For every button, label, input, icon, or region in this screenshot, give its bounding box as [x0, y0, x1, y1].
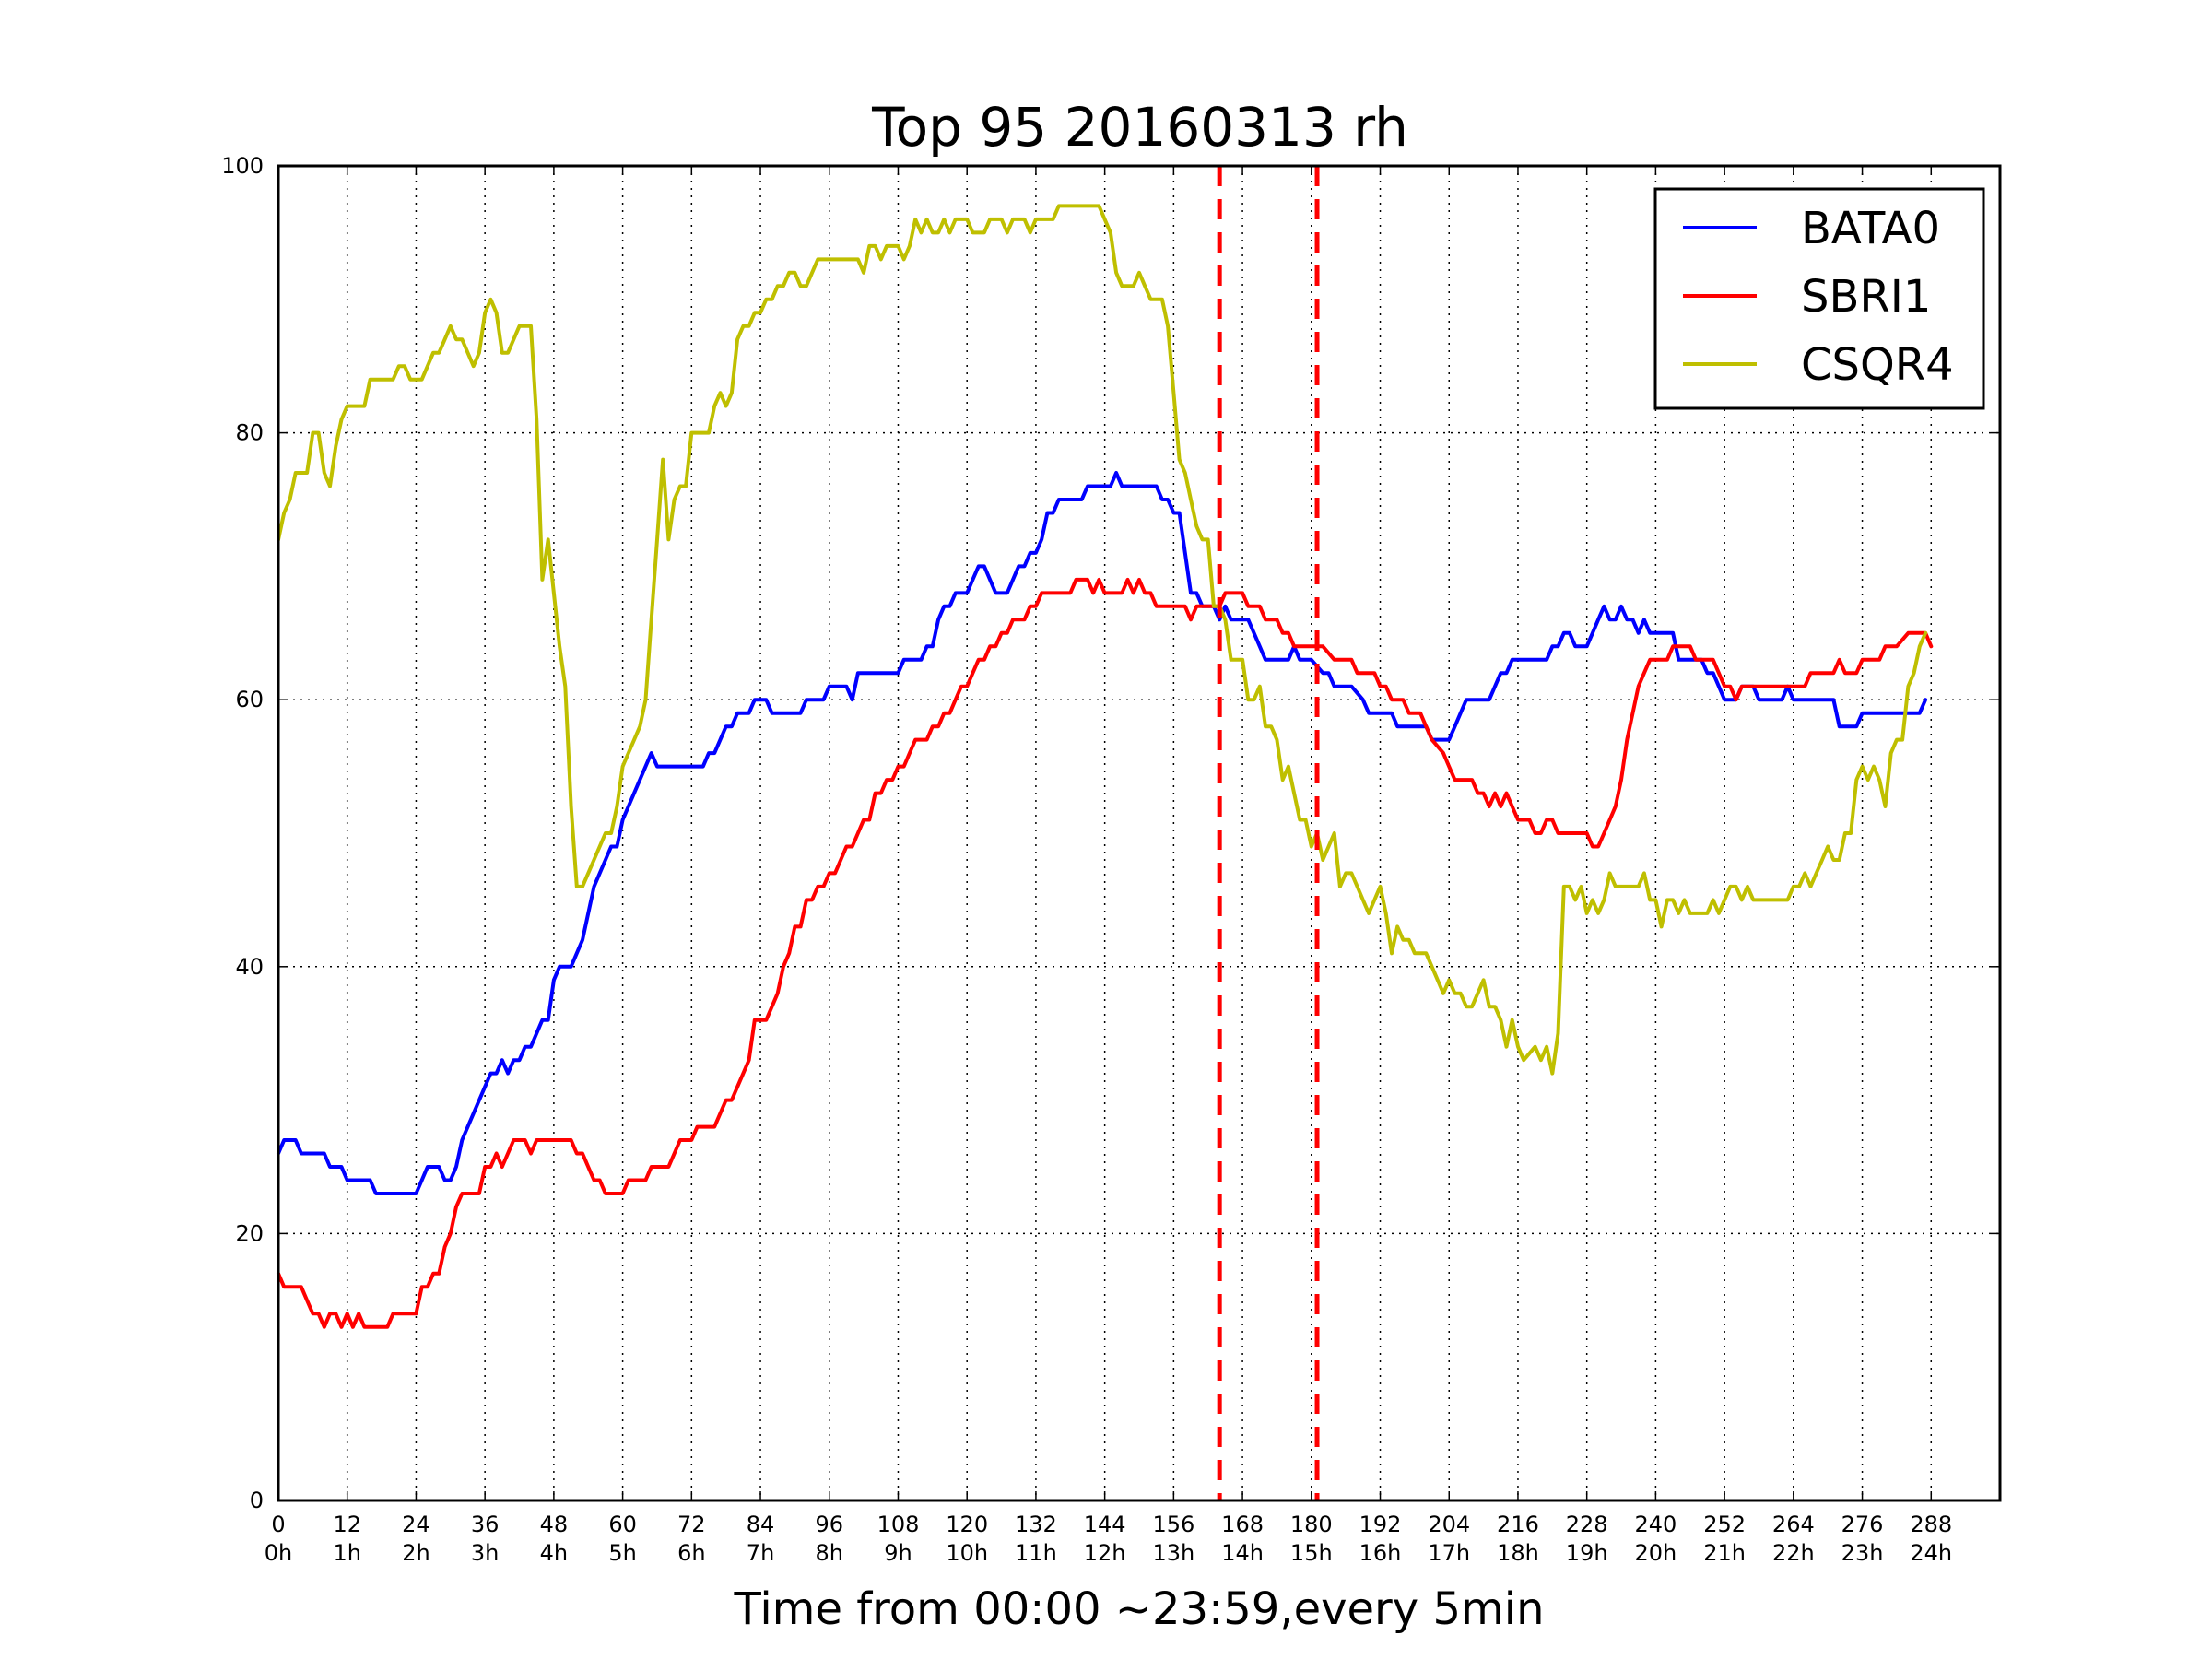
- x-tick-label: 84: [747, 1512, 775, 1537]
- x-tick-label: 204: [1428, 1512, 1470, 1537]
- y-tick-label: 60: [235, 687, 264, 712]
- x-tick-label: 288: [1910, 1512, 1952, 1537]
- x-tick-label: 264: [1772, 1512, 1815, 1537]
- x-tick-hour-label: 14h: [1221, 1540, 1264, 1566]
- x-tick-hour-label: 19h: [1566, 1540, 1608, 1566]
- x-tick-hour-label: 11h: [1015, 1540, 1057, 1566]
- x-tick-label: 192: [1359, 1512, 1402, 1537]
- x-tick-label: 60: [608, 1512, 637, 1537]
- series-line-csqr4: [276, 204, 1928, 1076]
- x-tick-hour-label: 15h: [1290, 1540, 1333, 1566]
- x-tick-hour-label: 8h: [816, 1540, 843, 1566]
- x-tick-hour-label: 21h: [1703, 1540, 1746, 1566]
- x-tick-hour-label: 20h: [1635, 1540, 1677, 1566]
- x-tick-label: 108: [877, 1512, 920, 1537]
- x-tick-hour-label: 24h: [1910, 1540, 1952, 1566]
- x-tick-label: 120: [946, 1512, 988, 1537]
- x-tick-label: 72: [677, 1512, 706, 1537]
- x-tick-hour-label: 18h: [1497, 1540, 1539, 1566]
- x-tick-label: 216: [1497, 1512, 1539, 1537]
- x-tick-label: 156: [1152, 1512, 1194, 1537]
- y-tick-label: 0: [250, 1488, 264, 1513]
- x-tick-hour-label: 22h: [1772, 1540, 1815, 1566]
- x-tick-label: 12: [333, 1512, 361, 1537]
- x-tick-hour-label: 12h: [1084, 1540, 1126, 1566]
- x-tick-hour-label: 5h: [608, 1540, 636, 1566]
- x-tick-hour-label: 9h: [884, 1540, 912, 1566]
- x-tick-hour-label: 0h: [265, 1540, 292, 1566]
- y-tick-label: 20: [235, 1220, 264, 1246]
- x-tick-hour-label: 10h: [946, 1540, 988, 1566]
- legend-label-bata0: BATA0: [1801, 203, 1940, 254]
- x-tick-label: 168: [1221, 1512, 1264, 1537]
- chart-title: Top 95 20160313 rh: [871, 96, 1408, 159]
- y-tick-label: 80: [235, 420, 264, 446]
- x-tick-hour-label: 3h: [471, 1540, 499, 1566]
- x-tick-label: 132: [1015, 1512, 1057, 1537]
- x-tick-label: 48: [540, 1512, 569, 1537]
- x-tick-label: 240: [1634, 1512, 1677, 1537]
- x-tick-label: 252: [1703, 1512, 1746, 1537]
- legend-box: [1653, 187, 1985, 410]
- series-line-sbri1: [276, 577, 1934, 1329]
- x-tick-hour-label: 2h: [402, 1540, 429, 1566]
- y-tick-label: 40: [235, 954, 264, 980]
- x-tick-label: 144: [1084, 1512, 1126, 1537]
- y-tick-label: 100: [221, 153, 264, 179]
- series-line-bata0: [276, 471, 1928, 1195]
- x-axis-label: Time from 00:00 ~23:59,every 5min: [734, 1583, 1545, 1635]
- x-tick-hour-label: 7h: [747, 1540, 774, 1566]
- x-tick-label: 276: [1841, 1512, 1884, 1537]
- x-tick-label: 96: [815, 1512, 843, 1537]
- plot-frame: [276, 164, 2002, 1502]
- x-tick-hour-label: 6h: [677, 1540, 705, 1566]
- x-tick-hour-label: 13h: [1152, 1540, 1194, 1566]
- x-tick-hour-label: 16h: [1359, 1540, 1402, 1566]
- vertical-markers: [1217, 166, 1320, 1500]
- x-tick-label: 228: [1566, 1512, 1608, 1537]
- legend-label-csqr4: CSQR4: [1801, 339, 1954, 391]
- x-tick-hour-label: 17h: [1428, 1540, 1470, 1566]
- x-tick-label: 180: [1290, 1512, 1333, 1537]
- x-tick-label: 0: [271, 1512, 285, 1537]
- x-tick-label: 36: [471, 1512, 500, 1537]
- axis-ticks: 0 0h 12 1h 24 2h 36 3h 48 4h 60 5h 72 6h 84 7h 96 8h 108 9h…: [221, 153, 2000, 1566]
- x-tick-label: 24: [402, 1512, 430, 1537]
- x-tick-hour-label: 23h: [1841, 1540, 1884, 1566]
- legend: BATA0 SBRI1 CSQR4: [1653, 187, 1985, 410]
- x-tick-hour-label: 4h: [540, 1540, 568, 1566]
- series-lines: [276, 204, 1934, 1329]
- legend-label-sbri1: SBRI1: [1801, 271, 1931, 323]
- x-tick-hour-label: 1h: [333, 1540, 360, 1566]
